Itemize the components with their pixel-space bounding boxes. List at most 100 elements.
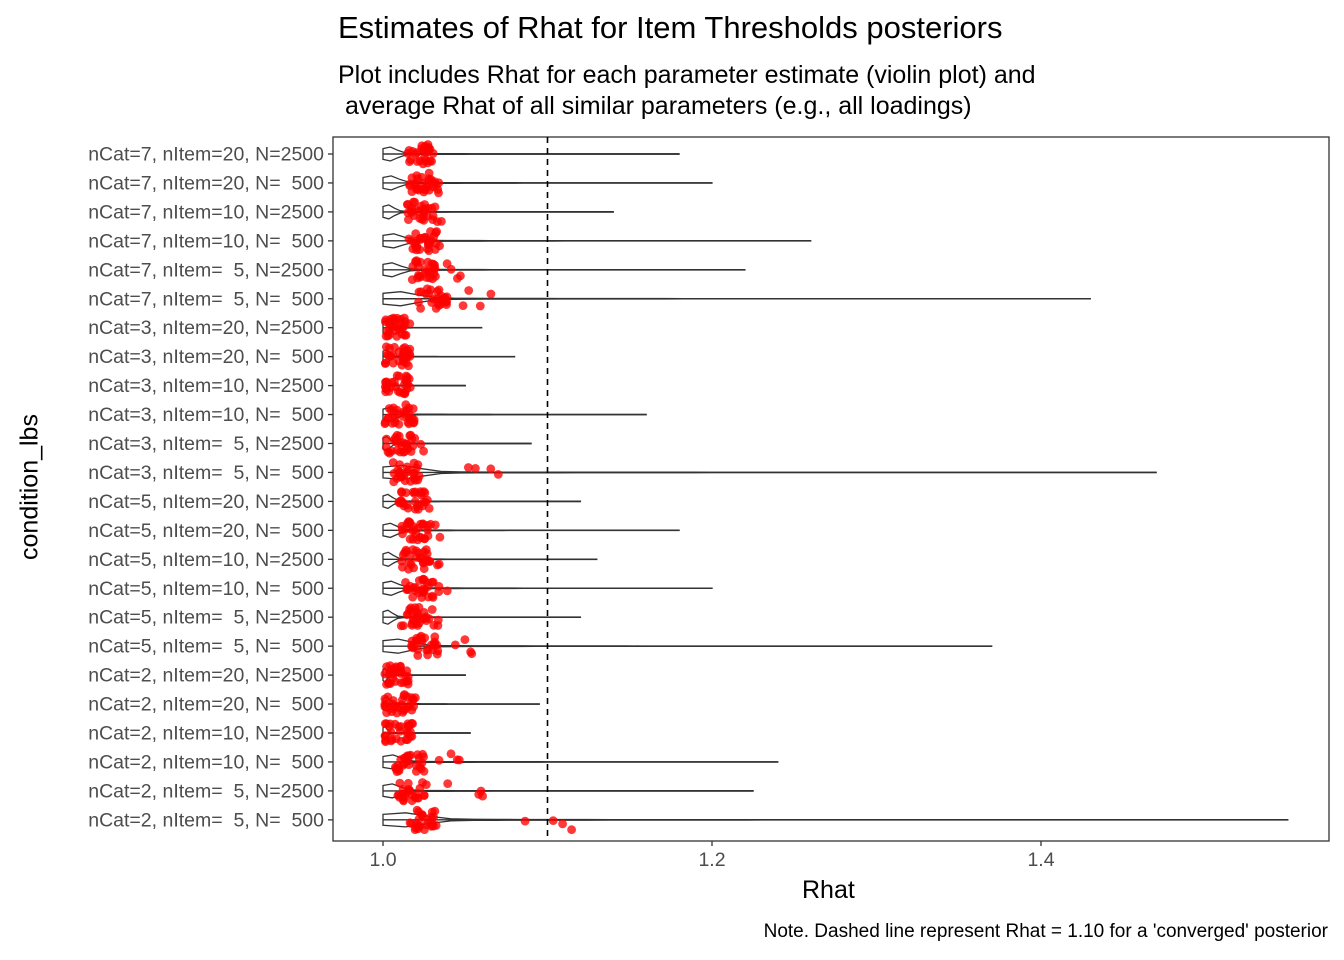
average-point — [434, 587, 444, 596]
average-point — [381, 342, 391, 352]
y-axis: nCat=7, nItem=20, N=2500 nCat=7, nItem=20… — [88, 144, 333, 831]
average-point — [382, 434, 391, 444]
average-point — [390, 342, 399, 352]
average-point — [416, 287, 426, 297]
y-tick-label: nCat=5, nItem= 5, N= 500 — [88, 636, 324, 658]
average-point — [383, 350, 392, 359]
average-point — [419, 564, 429, 574]
average-point — [399, 501, 409, 511]
average-point — [414, 814, 424, 824]
x-tick-label: 1.0 — [369, 849, 396, 871]
average-point — [427, 807, 437, 817]
average-point — [398, 525, 407, 534]
average-point — [391, 436, 401, 446]
average-point — [437, 217, 446, 226]
average-point — [399, 407, 409, 416]
average-point — [407, 819, 416, 828]
average-point — [411, 475, 420, 485]
average-point — [399, 691, 409, 700]
average-point — [425, 239, 435, 249]
average-point — [471, 464, 480, 473]
average-points — [380, 140, 576, 835]
average-point — [399, 759, 409, 769]
average-point — [434, 755, 444, 765]
average-point — [426, 175, 436, 184]
average-point — [395, 778, 405, 788]
average-point — [419, 446, 428, 456]
y-tick-label: nCat=2, nItem= 5, N=2500 — [88, 780, 324, 802]
average-point — [415, 156, 425, 166]
average-point — [417, 637, 427, 647]
average-point — [408, 695, 418, 705]
average-point — [387, 704, 397, 713]
average-point — [432, 649, 442, 659]
y-tick-label: nCat=7, nItem= 5, N= 500 — [88, 288, 324, 310]
average-point — [436, 299, 446, 309]
average-point — [416, 257, 425, 267]
average-point — [402, 376, 412, 386]
average-point — [381, 737, 390, 747]
y-tick-label: nCat=7, nItem=10, N= 500 — [88, 230, 324, 252]
average-point — [398, 550, 408, 560]
average-point — [407, 790, 417, 800]
average-point — [402, 440, 411, 449]
average-point — [416, 519, 425, 529]
average-point — [399, 357, 409, 366]
average-point — [415, 234, 425, 243]
average-point — [410, 197, 419, 207]
y-tick-label: nCat=7, nItem=20, N=2500 — [88, 144, 324, 166]
average-point — [396, 621, 406, 631]
average-point — [429, 620, 439, 630]
average-point — [380, 669, 390, 679]
average-point — [453, 274, 462, 283]
average-point — [493, 470, 503, 479]
average-point — [567, 825, 576, 835]
average-point — [386, 314, 395, 324]
chart-title: Estimates of Rhat for Item Thresholds po… — [338, 10, 1003, 45]
average-point — [433, 560, 442, 570]
y-tick-label: nCat=2, nItem= 5, N= 500 — [88, 809, 324, 831]
average-point — [405, 721, 414, 730]
average-point — [395, 726, 405, 736]
average-point — [558, 819, 567, 829]
average-point — [429, 263, 439, 273]
average-point — [406, 206, 416, 216]
y-tick-label: nCat=5, nItem=20, N= 500 — [88, 520, 324, 542]
average-point — [408, 468, 418, 478]
average-point — [403, 200, 413, 209]
average-point — [430, 202, 440, 212]
average-point — [399, 706, 409, 715]
average-point — [405, 414, 414, 423]
average-point — [404, 234, 414, 244]
average-point — [442, 586, 452, 596]
average-point — [475, 301, 485, 311]
average-point — [416, 488, 426, 498]
chart-caption: Note. Dashed line represent Rhat = 1.10 … — [763, 921, 1328, 942]
average-point — [407, 275, 417, 284]
average-point — [434, 188, 443, 198]
average-point — [446, 264, 456, 274]
average-point — [435, 241, 444, 251]
average-point — [423, 147, 432, 157]
average-point — [450, 640, 460, 650]
average-point — [434, 285, 444, 295]
average-point — [408, 404, 418, 413]
average-point — [520, 816, 530, 826]
average-point — [403, 679, 413, 689]
average-point — [411, 149, 420, 159]
average-point — [466, 647, 475, 657]
average-point — [403, 728, 413, 737]
average-point — [400, 343, 410, 352]
violins — [382, 146, 1289, 828]
x-tick-label: 1.4 — [1027, 849, 1054, 871]
average-point — [416, 439, 426, 449]
average-point — [401, 330, 411, 340]
y-tick-label: nCat=2, nItem=20, N= 500 — [88, 694, 324, 716]
average-point — [413, 651, 423, 660]
y-tick-label: nCat=5, nItem=10, N=2500 — [88, 549, 324, 571]
average-point — [387, 446, 396, 456]
average-point — [435, 532, 445, 542]
average-point — [390, 677, 400, 686]
average-point — [440, 293, 450, 302]
average-point — [381, 358, 390, 368]
